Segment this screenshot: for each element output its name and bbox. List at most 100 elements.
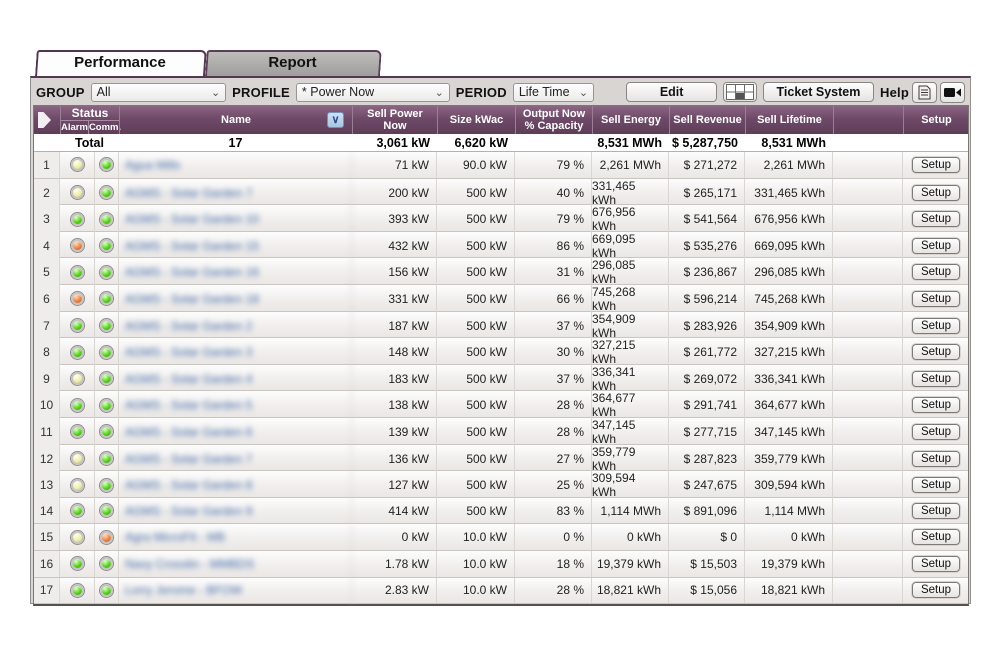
comm-led[interactable] bbox=[100, 478, 113, 492]
site-name-link[interactable]: Lorry Jerome - BFOW bbox=[119, 577, 352, 604]
alarm-led[interactable] bbox=[70, 372, 84, 386]
setup-button[interactable]: Setup bbox=[911, 264, 961, 281]
site-name-link[interactable]: Agra MicroFit - MB bbox=[119, 524, 352, 550]
help-document-button[interactable] bbox=[912, 81, 937, 103]
site-name-link[interactable]: AGMS - Solar Garden 15 bbox=[119, 231, 352, 260]
alarm-status-cell bbox=[60, 444, 95, 473]
comm-led[interactable] bbox=[100, 504, 113, 518]
help-video-button[interactable] bbox=[940, 81, 965, 103]
comm-led[interactable] bbox=[100, 292, 113, 306]
comm-led[interactable] bbox=[100, 557, 113, 571]
site-name-link[interactable]: AGMS - Solar Garden 9 bbox=[119, 497, 352, 524]
setup-button[interactable]: Setup bbox=[911, 477, 961, 494]
alarm-led[interactable] bbox=[70, 478, 84, 492]
period-select[interactable]: Life Time ⌄ bbox=[512, 82, 595, 102]
comm-led[interactable] bbox=[100, 158, 113, 172]
comm-led[interactable] bbox=[100, 265, 113, 279]
alarm-led[interactable] bbox=[70, 319, 84, 333]
setup-button[interactable]: Setup bbox=[911, 237, 961, 254]
site-name-link[interactable]: AGMS - Solar Garden 16 bbox=[119, 258, 352, 287]
size-kwac-header[interactable]: Size kWac bbox=[437, 106, 515, 134]
sell-revenue-value: $ 291,741 bbox=[669, 391, 745, 420]
profile-select[interactable]: * Power Now ⌄ bbox=[295, 82, 450, 102]
comm-led[interactable] bbox=[100, 319, 113, 333]
alarm-status-cell bbox=[60, 231, 95, 260]
size-kwac-value: 500 kW bbox=[437, 444, 515, 473]
site-name-link[interactable]: AGMS - Solar Garden 6 bbox=[119, 417, 352, 446]
setup-button[interactable]: Setup bbox=[911, 397, 961, 414]
site-name-link[interactable]: AGMS - Solar Garden 7 bbox=[119, 444, 352, 473]
grid-view-button[interactable] bbox=[723, 82, 757, 102]
site-name-link[interactable]: AGMS - Solar Garden 10 bbox=[119, 205, 352, 234]
alarm-led[interactable] bbox=[70, 292, 84, 306]
setup-button[interactable]: Setup bbox=[911, 184, 961, 201]
edit-button[interactable]: Edit bbox=[626, 82, 718, 102]
comm-led[interactable] bbox=[100, 345, 113, 359]
site-name-link[interactable]: Navy Crosslin - MMBDS bbox=[119, 550, 352, 577]
setup-cell: Setup bbox=[903, 391, 969, 419]
setup-header: Setup bbox=[903, 106, 969, 134]
alarm-led[interactable] bbox=[70, 158, 84, 172]
site-name-link[interactable]: AGMS - Solar Garden 3 bbox=[119, 338, 352, 367]
setup-button[interactable]: Setup bbox=[911, 211, 961, 228]
sell-energy-header[interactable]: Sell Energy bbox=[592, 106, 669, 134]
performance-table: Status Alarm Comm. Name ∨ Sell Power Now… bbox=[33, 105, 969, 607]
alarm-led[interactable] bbox=[70, 265, 84, 279]
alarm-led[interactable] bbox=[70, 557, 84, 571]
group-select[interactable]: All ⌄ bbox=[90, 82, 227, 102]
comm-led[interactable] bbox=[100, 530, 113, 544]
setup-button[interactable]: Setup bbox=[911, 423, 961, 440]
ticket-system-button[interactable]: Ticket System bbox=[762, 82, 875, 102]
alarm-led[interactable] bbox=[70, 504, 84, 518]
sell-revenue-header[interactable]: Sell Revenue bbox=[669, 106, 745, 134]
status-header: Status Alarm Comm. bbox=[60, 106, 122, 134]
comm-led[interactable] bbox=[100, 186, 113, 200]
site-name-link[interactable]: AGMS - Solar Garden 8 bbox=[119, 471, 352, 500]
comm-header-label: Comm. bbox=[87, 121, 122, 134]
comm-led[interactable] bbox=[100, 239, 113, 253]
name-sort-dropdown-button[interactable]: ∨ bbox=[327, 112, 344, 128]
setup-button[interactable]: Setup bbox=[911, 156, 961, 173]
comm-led[interactable] bbox=[100, 452, 113, 466]
site-name-link[interactable]: AGMS - Solar Garden 5 bbox=[119, 391, 352, 420]
comm-status-cell bbox=[95, 178, 119, 207]
comm-led[interactable] bbox=[100, 212, 113, 226]
comm-led[interactable] bbox=[100, 372, 113, 386]
row-number: 14 bbox=[34, 497, 60, 524]
site-name-link[interactable]: AGMS - Solar Garden 2 bbox=[119, 311, 352, 340]
site-name-link[interactable]: Agua Mills bbox=[119, 152, 352, 178]
sell-lifetime-header[interactable]: Sell Lifetime bbox=[745, 106, 833, 134]
setup-button[interactable]: Setup bbox=[911, 582, 961, 599]
alarm-led[interactable] bbox=[70, 425, 84, 439]
setup-button[interactable]: Setup bbox=[911, 290, 961, 307]
setup-button[interactable]: Setup bbox=[911, 529, 961, 546]
profile-select-value: * Power Now bbox=[301, 85, 375, 99]
comm-led[interactable] bbox=[100, 583, 113, 597]
setup-button[interactable]: Setup bbox=[911, 555, 961, 572]
alarm-led[interactable] bbox=[70, 239, 84, 253]
alarm-led[interactable] bbox=[70, 583, 84, 597]
setup-cell: Setup bbox=[903, 232, 969, 260]
setup-button[interactable]: Setup bbox=[911, 344, 961, 361]
site-name-link[interactable]: AGMS - Solar Garden 7 bbox=[119, 178, 352, 207]
setup-button[interactable]: Setup bbox=[911, 450, 961, 467]
name-header[interactable]: Name ∨ bbox=[119, 106, 352, 134]
alarm-led[interactable] bbox=[70, 345, 84, 359]
setup-button[interactable]: Setup bbox=[911, 317, 961, 334]
spacer-header bbox=[833, 106, 903, 134]
sell-power-now-header[interactable]: Sell Power Now bbox=[352, 106, 437, 134]
tab-report[interactable]: Report bbox=[205, 50, 382, 76]
setup-button[interactable]: Setup bbox=[911, 370, 961, 387]
alarm-led[interactable] bbox=[70, 212, 84, 226]
alarm-led[interactable] bbox=[70, 186, 84, 200]
setup-button[interactable]: Setup bbox=[911, 502, 961, 519]
alarm-led[interactable] bbox=[70, 452, 84, 466]
output-capacity-header[interactable]: Output Now % Capacity bbox=[515, 106, 592, 134]
alarm-led[interactable] bbox=[70, 530, 84, 544]
tab-performance[interactable]: Performance bbox=[35, 50, 207, 76]
alarm-led[interactable] bbox=[70, 398, 84, 412]
site-name-link[interactable]: AGMS - Solar Garden 4 bbox=[119, 364, 352, 393]
comm-led[interactable] bbox=[100, 425, 113, 439]
comm-led[interactable] bbox=[100, 398, 113, 412]
site-name-link[interactable]: AGMS - Solar Garden 18 bbox=[119, 284, 352, 313]
